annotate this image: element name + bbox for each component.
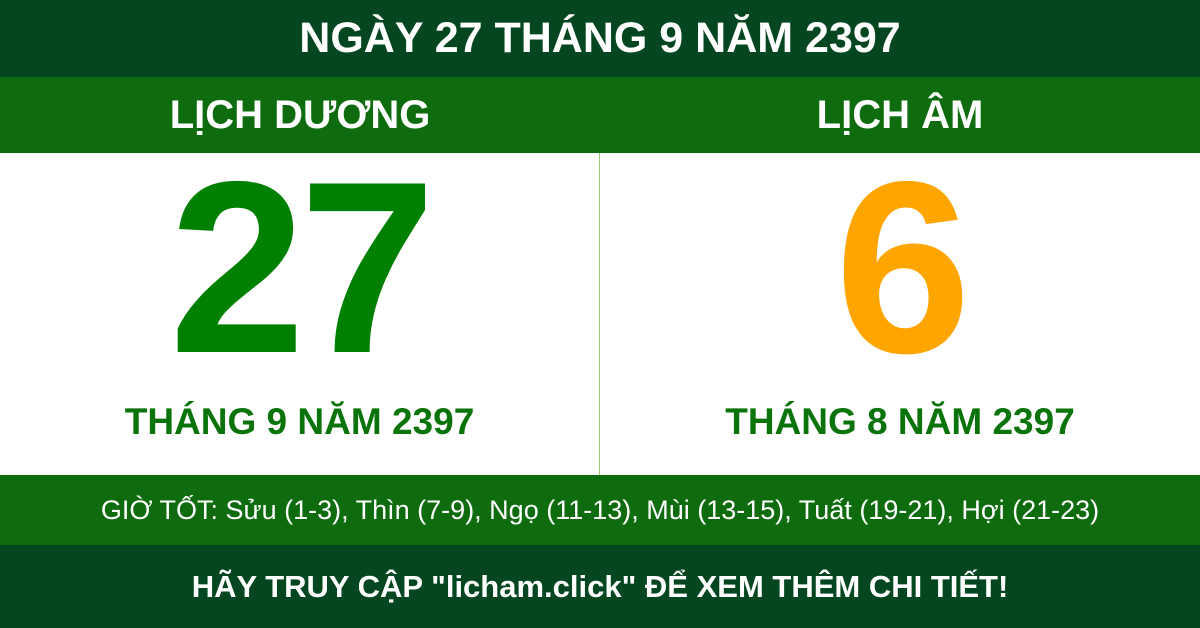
page-title: NGÀY 27 THÁNG 9 NĂM 2397 xyxy=(0,0,1200,77)
lunar-month-year: THÁNG 8 NĂM 2397 xyxy=(725,401,1075,442)
lunar-day: 6 xyxy=(834,130,971,404)
solar-day: 27 xyxy=(169,130,436,404)
solar-heading: LỊCH DƯƠNG xyxy=(169,93,431,137)
solar-month-year: THÁNG 9 NĂM 2397 xyxy=(124,401,475,442)
calendar-headings: LỊCH DƯƠNG LỊCH ÂM xyxy=(0,77,1200,153)
lunar-heading: LỊCH ÂM xyxy=(816,93,984,137)
footer-cta: HÃY TRUY CẬP "licham.click" ĐỂ XEM THÊM … xyxy=(0,545,1200,628)
good-hours: GIỜ TỐT: Sửu (1-3), Thìn (7-9), Ngọ (11-… xyxy=(0,475,1200,545)
calendar-body: 27 THÁNG 9 NĂM 2397 6 THÁNG 8 NĂM 2397 xyxy=(0,130,1200,475)
lunar-panel: 6 THÁNG 8 NĂM 2397 xyxy=(600,130,1200,475)
solar-panel: 27 THÁNG 9 NĂM 2397 xyxy=(0,130,600,475)
